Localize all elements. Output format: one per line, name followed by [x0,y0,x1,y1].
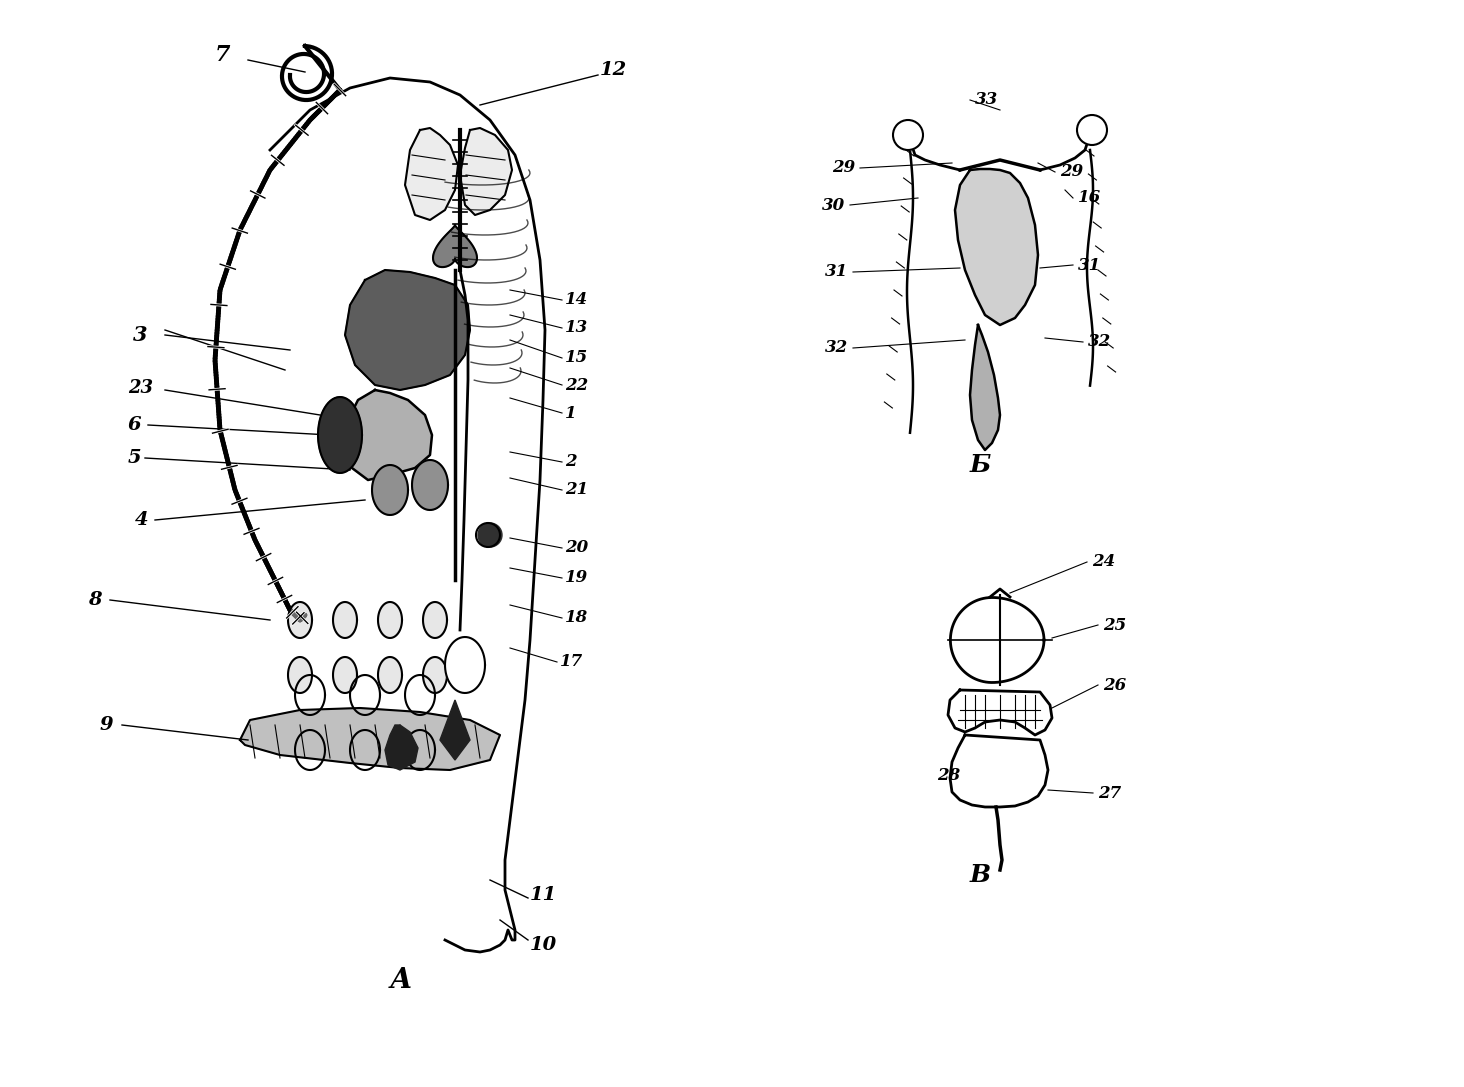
Polygon shape [955,168,1038,325]
Text: 26: 26 [1102,676,1126,694]
Text: 28: 28 [937,766,960,784]
Polygon shape [423,657,447,694]
Polygon shape [318,397,362,473]
Polygon shape [433,225,477,267]
Text: 24: 24 [1092,553,1116,571]
Text: 4: 4 [135,511,149,529]
Polygon shape [423,602,447,638]
Text: 31: 31 [824,263,848,280]
Text: А: А [389,966,413,994]
Polygon shape [445,637,485,694]
Text: 3: 3 [133,325,148,345]
Polygon shape [460,128,512,215]
Polygon shape [378,602,403,638]
Text: 19: 19 [565,570,589,587]
Text: 22: 22 [565,376,589,393]
Text: 27: 27 [1098,785,1121,801]
Polygon shape [332,602,357,638]
Text: 13: 13 [565,320,589,337]
Text: 21: 21 [565,482,589,499]
Text: 32: 32 [824,339,848,357]
Text: 18: 18 [565,610,589,626]
Polygon shape [950,735,1048,807]
Circle shape [479,523,502,547]
Text: Б: Б [969,453,991,477]
Text: 17: 17 [561,653,583,671]
Text: 33: 33 [975,91,998,109]
Text: 20: 20 [565,539,589,557]
Polygon shape [378,657,403,694]
Polygon shape [346,390,432,480]
Text: 16: 16 [1078,189,1101,207]
Polygon shape [288,657,312,694]
Polygon shape [971,325,1000,450]
Text: 30: 30 [821,197,845,213]
Text: 25: 25 [1102,616,1126,634]
Polygon shape [950,598,1044,683]
Polygon shape [406,128,458,220]
Text: 9: 9 [100,716,114,734]
Text: В: В [969,863,991,887]
Text: 7: 7 [215,43,230,66]
Polygon shape [346,270,470,390]
Polygon shape [372,465,408,515]
Text: 31: 31 [1078,257,1101,274]
Polygon shape [441,700,470,760]
Polygon shape [332,657,357,694]
Text: 29: 29 [1060,163,1083,180]
Text: 29: 29 [832,160,855,176]
Text: 15: 15 [565,350,589,366]
Text: 32: 32 [1088,334,1111,350]
Text: 12: 12 [600,61,627,79]
Text: 23: 23 [127,379,154,397]
Text: 6: 6 [127,416,142,434]
Text: 5: 5 [127,449,142,467]
Circle shape [893,120,922,150]
Text: 1: 1 [565,404,577,422]
Text: 14: 14 [565,291,589,309]
Polygon shape [288,602,312,638]
Polygon shape [385,725,419,770]
Polygon shape [240,708,501,770]
Polygon shape [949,690,1053,735]
Text: 10: 10 [530,936,558,954]
Text: 2: 2 [565,453,577,471]
Polygon shape [411,460,448,510]
Text: 11: 11 [530,886,558,904]
Text: 8: 8 [88,591,101,609]
Circle shape [1078,115,1107,145]
